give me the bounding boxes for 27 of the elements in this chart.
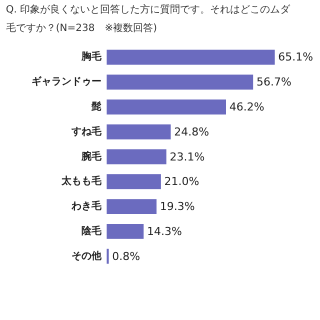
data-label: 21.0% xyxy=(164,175,200,188)
bar xyxy=(106,50,275,65)
data-label: 65.1% xyxy=(278,50,314,64)
y-tick-label: 陰毛 xyxy=(82,224,103,237)
bar xyxy=(106,224,144,239)
bar xyxy=(106,174,161,190)
bar xyxy=(106,149,166,164)
data-label: 19.3% xyxy=(160,200,195,214)
y-tick-label: 太もも毛 xyxy=(60,175,103,188)
chart-title: Q. 印象が良くないと回答した方に質問です。それはどこのムダ毛ですか？(N=238 ※複数回答) xyxy=(6,3,292,34)
data-label: 24.8% xyxy=(174,125,210,138)
data-label: 56.7% xyxy=(256,76,292,89)
y-tick-label: ギャランドゥー xyxy=(32,76,102,88)
y-tick-label: 胸毛 xyxy=(80,50,103,63)
y-tick-label: すね毛 xyxy=(70,125,103,138)
bar xyxy=(106,74,254,90)
bar xyxy=(106,199,157,214)
data-label: 14.3% xyxy=(146,224,182,238)
y-tick-label: その他 xyxy=(72,250,103,262)
data-label: 46.2% xyxy=(229,100,264,114)
y-tick-label: 腕毛 xyxy=(80,150,103,162)
y-tick-label: わき毛 xyxy=(70,200,103,212)
bar xyxy=(106,100,226,114)
data-label: 23.1% xyxy=(170,150,205,164)
y-tick-label: 髭 xyxy=(90,100,102,113)
bar xyxy=(106,124,171,140)
data-label: 0.8% xyxy=(112,250,140,263)
